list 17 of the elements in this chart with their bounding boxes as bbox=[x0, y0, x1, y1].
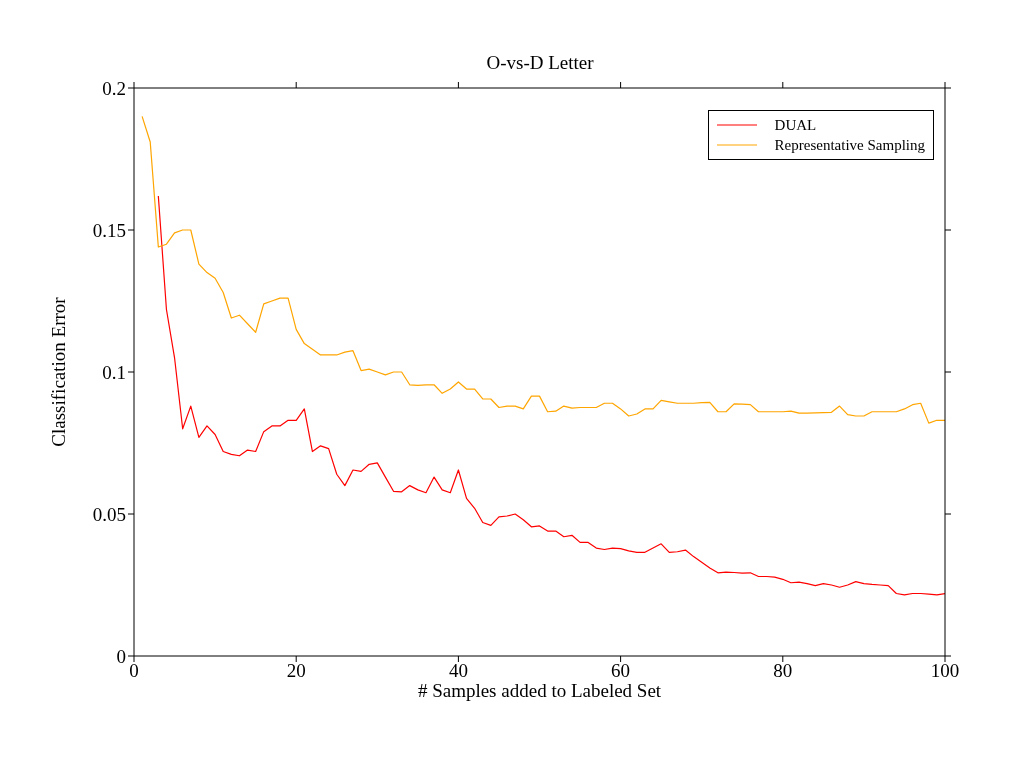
line-series bbox=[157, 195, 945, 596]
x-tick-label: 80 bbox=[773, 660, 793, 682]
legend-label: Representative Sampling bbox=[774, 136, 925, 154]
x-tick-label: 100 bbox=[930, 660, 960, 682]
x-tick-label: 60 bbox=[611, 660, 631, 682]
y-tick-label: 0.15 bbox=[92, 219, 126, 241]
y-tick-label: 0.05 bbox=[92, 503, 126, 525]
x-axis-title: # Samples added to Labeled Set bbox=[417, 680, 662, 702]
x-tick-label: 20 bbox=[286, 660, 306, 682]
x-tick-label: 40 bbox=[448, 660, 468, 682]
chart-title: O-vs-D Letter bbox=[485, 52, 595, 74]
legend-label: DUAL bbox=[774, 116, 817, 134]
y-tick-label: 0 bbox=[116, 645, 126, 667]
y-axis-title: Classification Error bbox=[47, 296, 69, 447]
y-tick-label: 0.1 bbox=[102, 361, 126, 383]
line-series bbox=[141, 115, 945, 424]
y-tick-label: 0.2 bbox=[102, 77, 126, 99]
